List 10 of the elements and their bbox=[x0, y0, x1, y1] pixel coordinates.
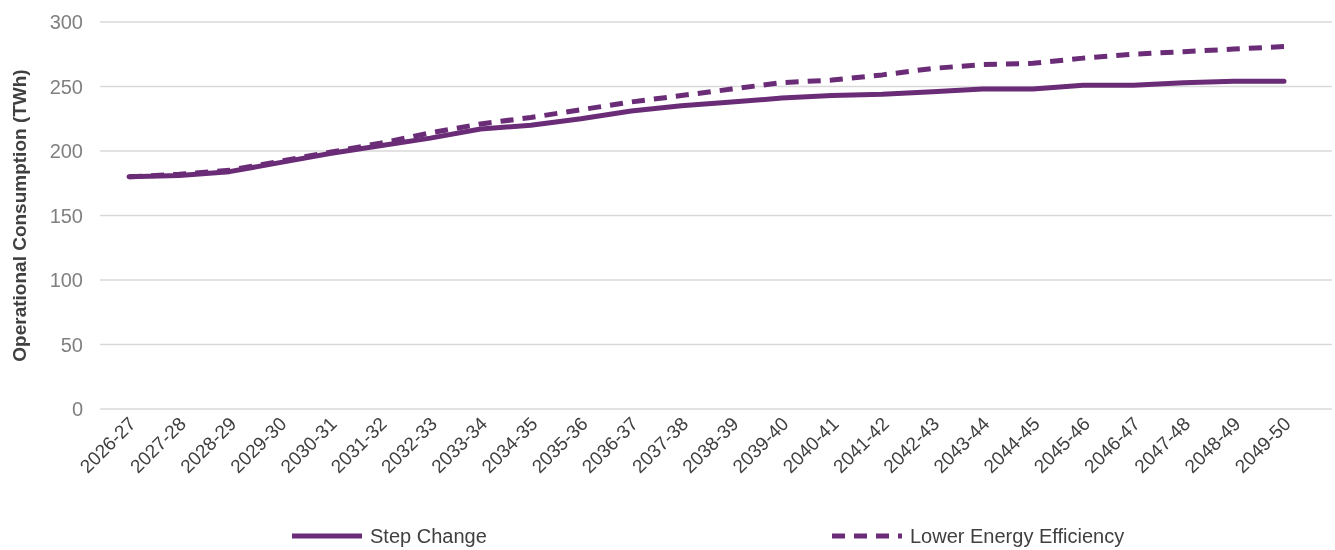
y-tick-label: 200 bbox=[49, 140, 83, 162]
y-tick-label: 0 bbox=[71, 398, 83, 420]
y-tick-label: 50 bbox=[60, 333, 83, 356]
legend-label: Step Change bbox=[370, 525, 487, 547]
y-tick-label: 300 bbox=[49, 11, 83, 33]
y-axis-title: Operational Consumption (TWh) bbox=[9, 69, 30, 362]
y-tick-label: 100 bbox=[49, 269, 83, 291]
y-tick-label: 250 bbox=[49, 75, 83, 98]
y-tick-label: 150 bbox=[49, 204, 83, 227]
legend-label: Lower Energy Efficiency bbox=[910, 525, 1125, 547]
